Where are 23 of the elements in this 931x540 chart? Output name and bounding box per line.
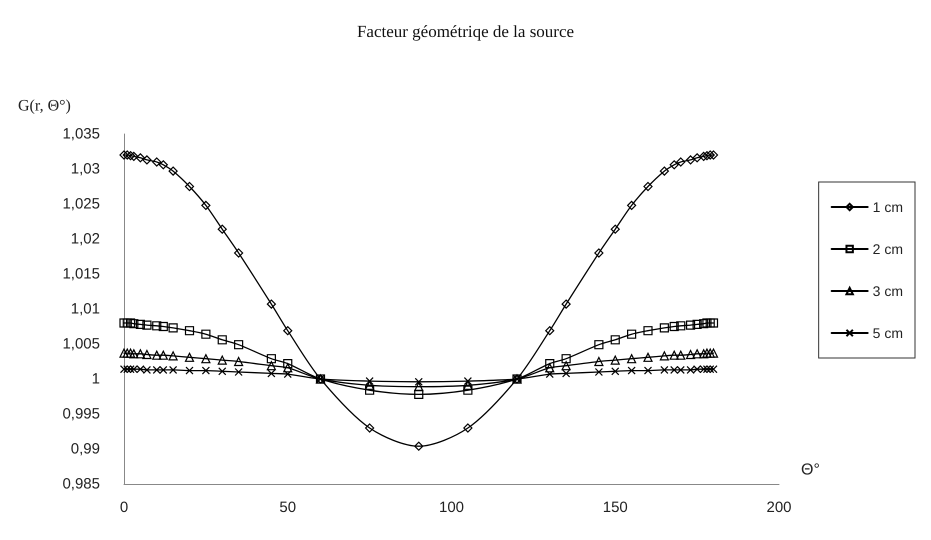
y-tick-label: 1,02 — [70, 230, 100, 248]
legend-label: 2 cm — [872, 241, 904, 257]
y-tick-label: 0,985 — [62, 476, 100, 492]
x-tick-label: 100 — [438, 499, 464, 516]
y-tick-label: 1,025 — [62, 196, 100, 212]
y-tick-label: 1,015 — [62, 266, 100, 282]
y-tick-label: 0,995 — [62, 406, 100, 422]
y-tick-label: 1,03 — [70, 160, 100, 178]
y-tick-label: 1,035 — [62, 126, 100, 142]
y-tick-label: 1 — [92, 370, 100, 388]
y-tick-label: 1,005 — [62, 336, 100, 352]
x-tick-label: 0 — [120, 499, 128, 516]
legend-label: 3 cm — [872, 283, 904, 299]
legend-label: 5 cm — [872, 325, 904, 341]
x-tick-label: 150 — [602, 499, 628, 516]
legend-label: 1 cm — [872, 199, 904, 215]
x-axis-title: Θ° — [801, 462, 820, 478]
y-tick-label: 1,01 — [70, 300, 100, 318]
x-tick-label: 50 — [279, 499, 296, 516]
x-tick-label: 200 — [766, 499, 792, 516]
chart-title: Facteur géométriqe de la source — [356, 22, 574, 41]
y-axis-title: G(r, Θ°) — [18, 98, 71, 114]
y-tick-label: 0,99 — [70, 440, 100, 458]
